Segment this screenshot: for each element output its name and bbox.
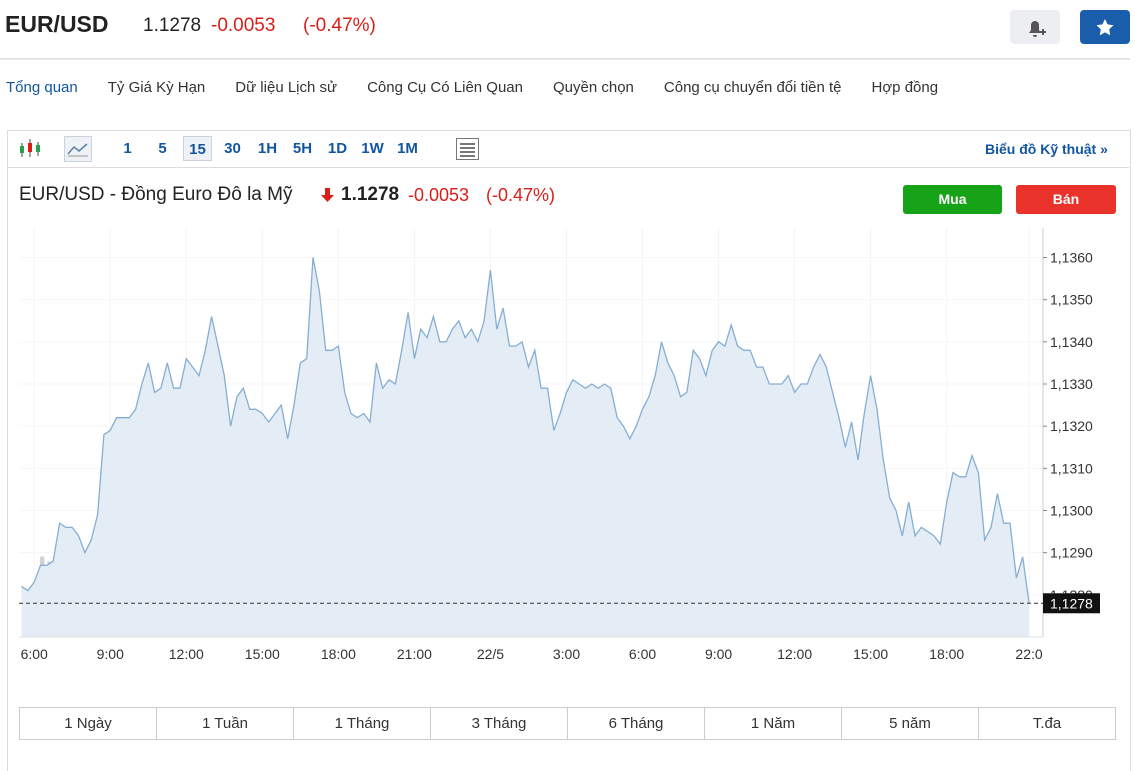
x-tick-label: 6:00 xyxy=(629,646,656,662)
interval-bar: 1 5 15 30 1H 5H 1D 1W 1M xyxy=(113,136,428,161)
down-arrow xyxy=(321,188,334,202)
quote-change: -0.0053 xyxy=(408,185,470,205)
interval-button[interactable]: 15 xyxy=(183,136,212,161)
last-price-box xyxy=(1043,593,1100,614)
x-tick-label: 12:00 xyxy=(777,646,812,662)
tab-bar: Tổng quan Tỷ Giá Kỳ Hạn Dữ liệu Lịch sử Côn… xyxy=(6,79,938,96)
tab[interactable]: Công cụ chuyển đổi tiền tệ xyxy=(663,79,842,96)
tab[interactable]: Hợp đồng xyxy=(871,79,939,96)
change: -0.0053 xyxy=(211,15,276,36)
y-tick-label: 1,1290 xyxy=(1050,545,1093,561)
settings-icon[interactable] xyxy=(455,137,481,161)
interval-button[interactable]: 1 xyxy=(123,140,132,157)
star-icon xyxy=(1096,19,1114,36)
quote-price: 1.1278 xyxy=(341,184,400,205)
period-button[interactable]: 1 Năm xyxy=(704,708,841,739)
period-button[interactable]: 1 Tháng xyxy=(293,708,430,739)
period-button[interactable]: 1 Tuần xyxy=(156,708,293,739)
price-chart: Investing.com1,12801,12901,13001,13101,1… xyxy=(19,228,1100,662)
y-tick-label: 1,1360 xyxy=(1050,250,1093,266)
y-tick-label: 1,1340 xyxy=(1050,334,1093,350)
x-tick-label: 18:00 xyxy=(321,646,356,662)
technical-link[interactable]: Biểu đồ Kỹ thuật » xyxy=(985,141,1108,157)
x-tick-label: 15:00 xyxy=(853,646,888,662)
candle-icon[interactable] xyxy=(18,137,44,161)
x-tick-label: 9:00 xyxy=(705,646,732,662)
quote-name: EUR/USD - Đồng Euro Đô la Mỹ xyxy=(19,184,293,205)
tab[interactable]: Công Cụ Có Liên Quan xyxy=(367,79,523,96)
price-line xyxy=(21,257,1030,604)
x-tick-label: 9:00 xyxy=(97,646,124,662)
watchlist-button[interactable] xyxy=(1080,10,1130,44)
y-tick-label: 1,1310 xyxy=(1050,460,1093,476)
buy-button[interactable]: Mua xyxy=(903,185,1002,214)
header-divider xyxy=(0,58,1130,60)
y-tick-label: 1,1300 xyxy=(1050,503,1093,519)
interval-button[interactable]: 30 xyxy=(224,140,241,157)
x-tick-label: 12:00 xyxy=(169,646,204,662)
tab[interactable]: Dữ liệu Lịch sử xyxy=(235,79,338,96)
x-tick-label: 22/5 xyxy=(477,646,504,662)
change-pct: (-0.47%) xyxy=(303,15,376,36)
x-tick-label: 6:00 xyxy=(21,646,48,662)
last-price-label: 1,1278 xyxy=(1050,595,1093,611)
chart-toolbar xyxy=(7,130,1129,168)
interval-button[interactable]: 5 xyxy=(158,140,167,157)
period-button[interactable]: 6 Tháng xyxy=(567,708,704,739)
area-icon[interactable] xyxy=(64,136,92,162)
interval-button[interactable]: 1M xyxy=(397,140,418,157)
y-tick-label: 1,1330 xyxy=(1050,376,1093,392)
period-button[interactable]: 1 Ngày xyxy=(64,715,112,732)
area-fill xyxy=(21,257,1030,637)
chart-widget xyxy=(7,130,1131,771)
x-tick-label: 22:0 xyxy=(1015,646,1042,662)
period-button[interactable]: 3 Tháng xyxy=(430,708,567,739)
interval-button[interactable]: 1W xyxy=(361,140,384,157)
page-body: EUR/USD 1.1278 -0.0053 (-0.47%) Tổng qua… xyxy=(0,10,1131,771)
y-tick-label: 1,1320 xyxy=(1050,418,1093,434)
interval-button[interactable]: 5H xyxy=(292,140,313,157)
x-tick-label: 18:00 xyxy=(929,646,964,662)
y-tick-label: 1,1350 xyxy=(1050,292,1093,308)
tab[interactable]: Quyền chọn xyxy=(553,79,634,96)
sell-button[interactable]: Bán xyxy=(1016,185,1116,214)
tab[interactable]: Tổng quan xyxy=(6,79,78,96)
page: EUR/USD {"header": {"symbol": "EUR/USD",… xyxy=(0,10,1131,771)
interval-button[interactable]: 1H xyxy=(257,140,278,157)
period-button[interactable]: T.đa xyxy=(978,708,1115,739)
period-bar: 1 Ngày 1 Tuần 1 Tháng 3 Tháng 6 Tháng 1 Năm 5 … xyxy=(19,707,1116,740)
tab[interactable]: Tỷ Giá Kỳ Hạn xyxy=(107,79,206,96)
bell-icon xyxy=(1029,21,1046,37)
quote-change-pct: (-0.47%) xyxy=(486,185,556,205)
interval-button[interactable]: 1D xyxy=(327,140,348,157)
x-tick-label: 15:00 xyxy=(245,646,280,662)
alert-button[interactable] xyxy=(1010,10,1060,44)
symbol: EUR/USD xyxy=(5,11,109,37)
price: 1.1278 xyxy=(143,15,202,36)
x-tick-label: 3:00 xyxy=(553,646,580,662)
x-tick-label: 21:00 xyxy=(397,646,432,662)
period-button[interactable]: 5 năm xyxy=(841,708,978,739)
